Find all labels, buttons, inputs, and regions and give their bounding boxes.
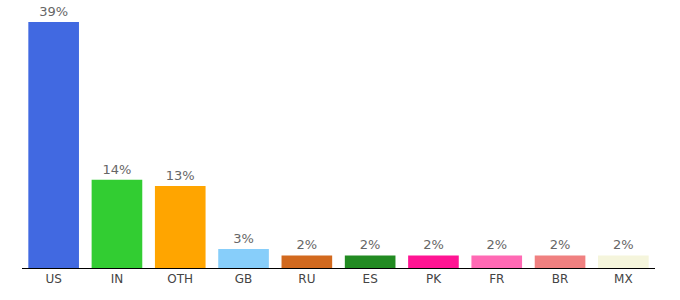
svg-text:2%: 2%: [486, 237, 507, 252]
svg-text:ES: ES: [363, 272, 378, 286]
svg-text:PK: PK: [426, 272, 442, 286]
svg-text:FR: FR: [489, 272, 504, 286]
svg-text:MX: MX: [614, 272, 633, 286]
svg-text:2%: 2%: [297, 237, 318, 252]
svg-text:RU: RU: [298, 272, 315, 286]
svg-text:US: US: [45, 272, 61, 286]
svg-text:14%: 14%: [102, 162, 131, 177]
svg-text:BR: BR: [552, 272, 569, 286]
svg-text:13%: 13%: [166, 168, 195, 183]
svg-text:2%: 2%: [613, 237, 634, 252]
svg-text:39%: 39%: [39, 4, 68, 19]
svg-text:OTH: OTH: [167, 272, 193, 286]
svg-text:2%: 2%: [550, 237, 571, 252]
svg-text:2%: 2%: [423, 237, 444, 252]
svg-text:IN: IN: [111, 272, 124, 286]
svg-text:3%: 3%: [233, 231, 254, 246]
svg-text:2%: 2%: [360, 237, 381, 252]
svg-text:GB: GB: [235, 272, 253, 286]
